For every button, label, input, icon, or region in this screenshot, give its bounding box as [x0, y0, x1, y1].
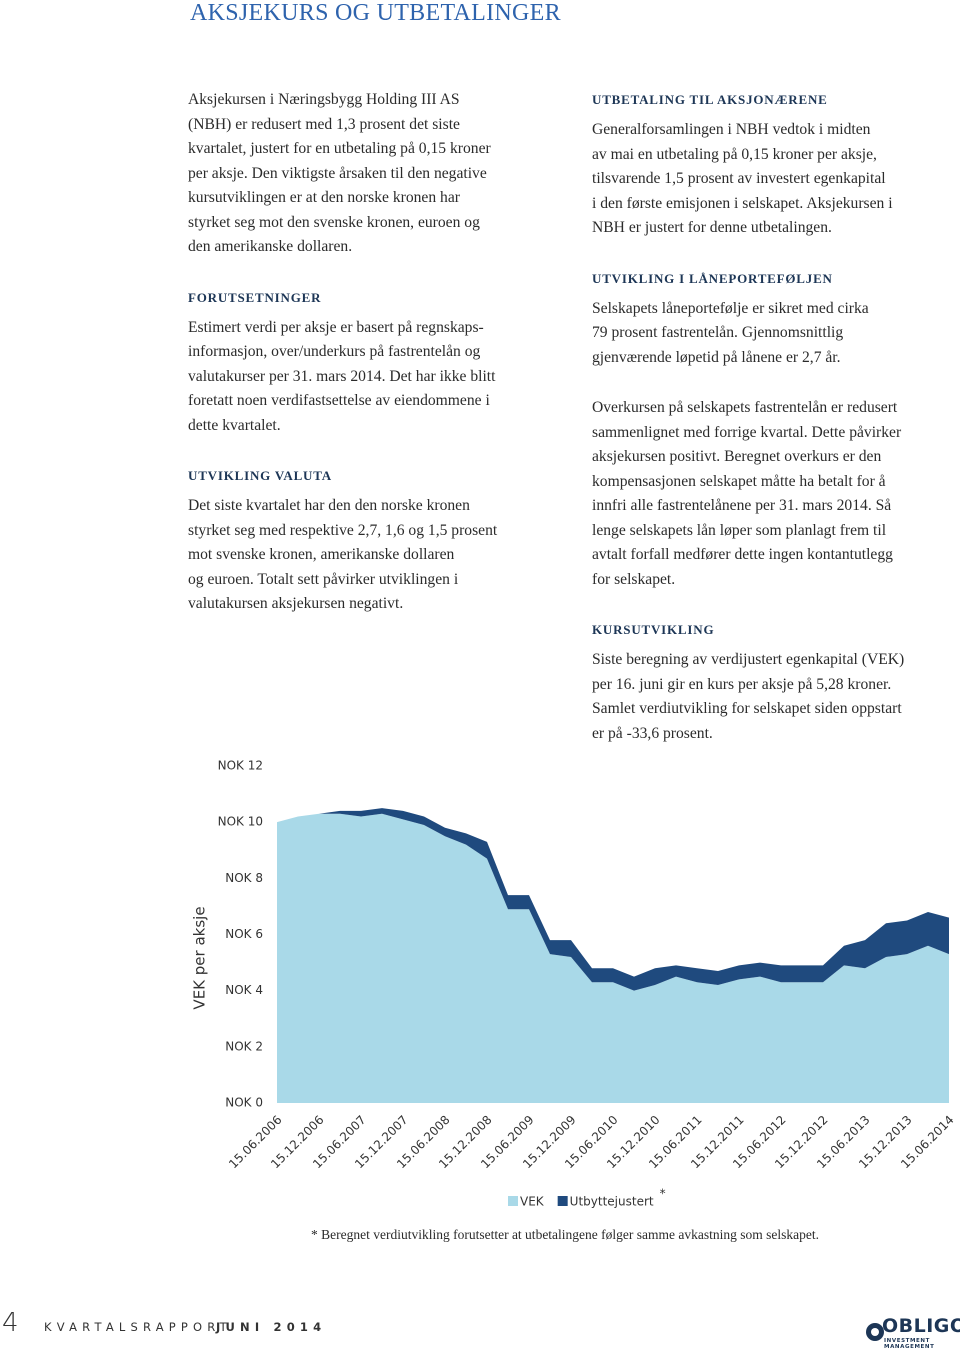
text-line: gjenværende løpetid på lånene er 2,7 år. — [592, 348, 841, 366]
text-line: per aksje. Den viktigste årsaken til den… — [188, 164, 487, 182]
paragraph: Estimert verdi per aksje er basert på re… — [188, 316, 568, 439]
paragraph: Selskapets låneportefølje er sikret med … — [592, 297, 960, 371]
text-line: avtalt forfall medfører dette ingen kont… — [592, 546, 893, 563]
text-line: Estimert verdi per aksje er basert på re… — [188, 318, 484, 336]
text-line: Generalforsamlingen i NBH vedtok i midte… — [592, 121, 871, 138]
paragraph: Overkursen på selskapets fastrentelån er… — [592, 396, 960, 592]
y-tick-label: NOK 8 — [225, 871, 263, 885]
right-column: UTBETALING TIL AKSJONÆRENE Generalforsaml… — [592, 88, 960, 772]
footnote: * Beregnet verdiutvikling forutsetter at… — [311, 1227, 819, 1242]
y-tick-label: NOK 10 — [218, 815, 263, 829]
text-line: Overkursen på selskapets fastrentelån er… — [592, 399, 898, 416]
y-tick-label: NOK 6 — [225, 927, 263, 941]
text-line: per 16. juni gir en kurs per aksje på 5,… — [592, 675, 892, 693]
text-line: kompensasjonen selskapet måtte ha betalt… — [592, 472, 886, 490]
text-line: er på -33,6 prosent. — [592, 724, 713, 742]
text-line: NBH er justert for denne utbetalingen. — [592, 219, 832, 236]
text-line: for selskapet. — [592, 570, 676, 588]
text-line: lenge selskapets lån løper som planlagt … — [592, 521, 887, 539]
section-heading: UTVIKLING VALUTA — [188, 468, 332, 483]
text-line: i den første emisjonen i selskapet. Aksj… — [592, 194, 893, 212]
text-line: foretatt noen verdifastsettelse av eiend… — [188, 392, 490, 409]
legend-label: VEK — [520, 1195, 545, 1209]
text-line: valutakursen aksjekursen negativt. — [188, 595, 404, 612]
page-number: 4 — [2, 1308, 19, 1338]
text-line: tilsvarende 1,5 prosent av investert ege… — [592, 170, 886, 187]
text-line: Siste beregning av verdijustert egenkapi… — [592, 651, 905, 668]
text-line: Aksjekursen i Næringsbygg Holding III AS — [188, 91, 460, 108]
text-line: kursutviklingen er at den norske kronen … — [188, 189, 460, 206]
legend-swatch — [508, 1196, 518, 1206]
y-tick-label: NOK 4 — [225, 983, 263, 997]
text-line: aksjekursen positivt. Beregnet overkurs … — [592, 448, 882, 465]
text-line: innfri alle fastrentelånene per 31. mars… — [592, 497, 892, 514]
text-line: mot svenske kronen, amerikanske dollaren — [188, 546, 455, 563]
section-heading: UTVIKLING I LÅNEPORTEFØLJEN — [592, 270, 833, 286]
legend-note: * — [660, 1187, 666, 1201]
y-axis-label: VEK per aksje — [191, 906, 209, 1009]
legend-swatch — [557, 1196, 568, 1206]
text-line: og euroen. Totalt sett påvirker utviklin… — [188, 570, 459, 588]
text-line: sammenlignet med forrige kvartal. Dette … — [592, 423, 902, 441]
left-column: Aksjekursen i Næringsbygg Holding III AS… — [188, 88, 568, 643]
text-line: den amerikanske dollaren. — [188, 238, 353, 255]
y-tick-label: NOK 12 — [218, 759, 263, 773]
text-line: styrket seg mot den svenske kronen, euro… — [188, 213, 480, 231]
text-line: valutakurser per 31. mars 2014. Det har … — [188, 367, 496, 385]
text-line: Samlet verdiutvikling for selskapet side… — [592, 700, 902, 717]
area-0 — [277, 813, 949, 1103]
text-line: informasjon, over/underkurs på fastrente… — [188, 343, 481, 360]
page-title: AKSJEKURS OG UTBETALINGER — [190, 0, 561, 26]
text-line: (NBH) er redusert med 1,3 prosent det si… — [188, 115, 460, 133]
logo-name: OBLIGO — [882, 1315, 960, 1337]
text-line: styrket seg med respektive 2,7, 1,6 og 1… — [188, 521, 498, 539]
text-line: av mai en utbetaling på 0,15 kroner per … — [592, 145, 877, 163]
logo-emblem-center — [871, 1328, 879, 1336]
report-name: KVARTALSRAPPORT — [44, 1320, 232, 1334]
text-line: dette kvartalet. — [188, 416, 281, 434]
text-line: Det siste kvartalet har den den norske k… — [188, 497, 470, 514]
section-heading: KURSUTVIKLING — [592, 622, 715, 637]
paragraph: Generalforsamlingen i NBH vedtok i midte… — [592, 118, 960, 241]
section-heading: FORUTSETNINGER — [188, 289, 322, 305]
section-heading: UTBETALING TIL AKSJONÆRENE — [592, 92, 828, 107]
paragraph: Det siste kvartalet har den den norske k… — [188, 494, 568, 617]
text-line: Selskapets låneportefølje er sikret med … — [592, 299, 869, 317]
y-tick-label: NOK 0 — [225, 1096, 263, 1110]
y-tick-label: NOK 2 — [225, 1039, 263, 1053]
paragraph: Aksjekursen i Næringsbygg Holding III AS… — [188, 88, 568, 260]
text-line: kvartalet, justert for en utbetaling på … — [188, 140, 491, 157]
text-line: 79 prosent fastrentelån. Gjennomsnittlig — [592, 324, 844, 341]
paragraph: Siste beregning av verdijustert egenkapi… — [592, 648, 960, 746]
legend-label: Utbyttejustert — [570, 1195, 654, 1209]
logo-tagline: INVESTMENT MANAGEMENT — [884, 1338, 935, 1350]
report-issue: JUNI 2014 — [216, 1320, 327, 1334]
